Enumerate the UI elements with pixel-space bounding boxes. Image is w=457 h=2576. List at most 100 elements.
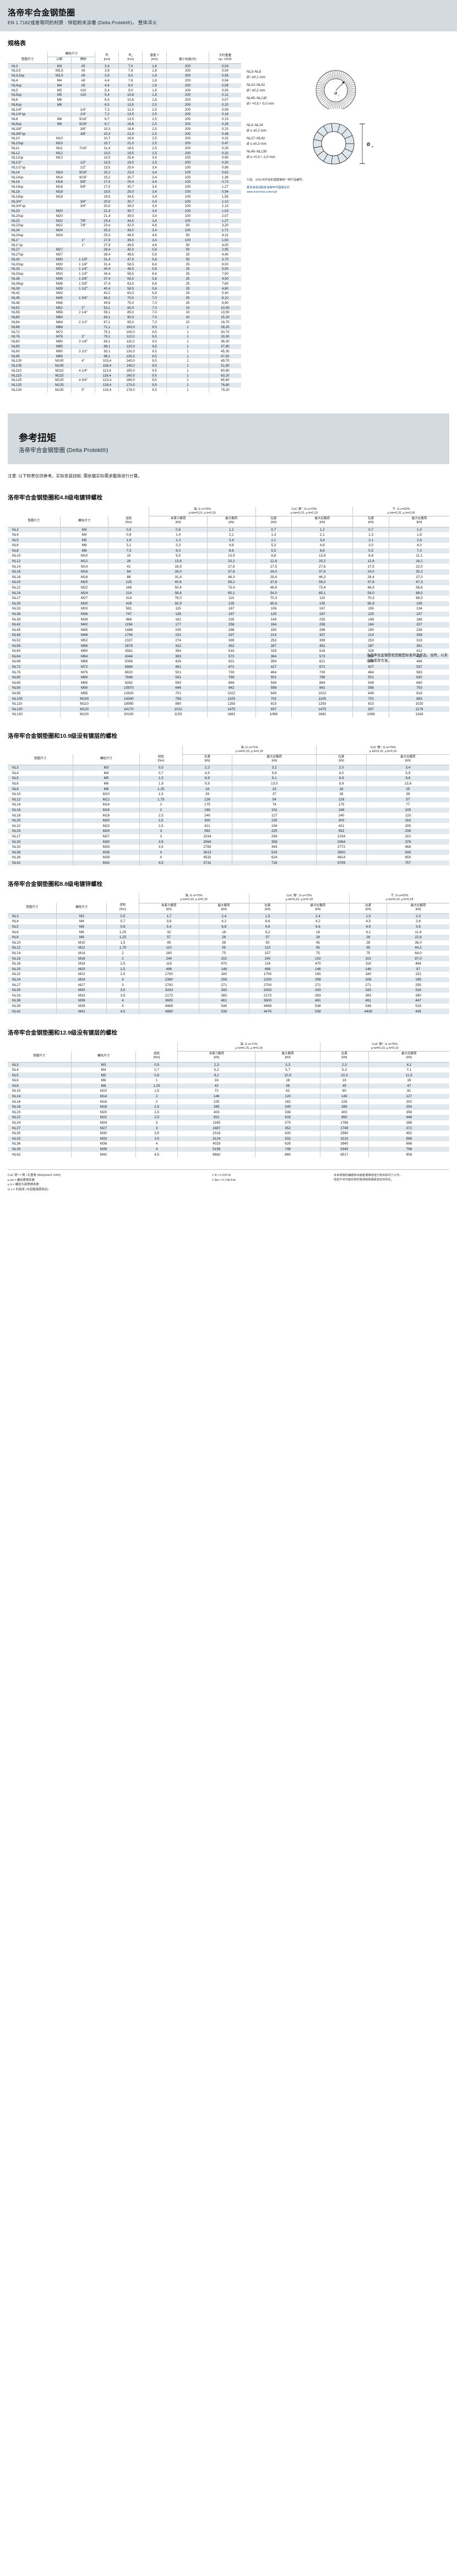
spec-cell: 155,0 (118, 368, 143, 373)
spec-cell: 23,4 (95, 218, 119, 224)
torque-cell: 393 (198, 993, 249, 999)
torque-cell: 758 (149, 696, 208, 701)
torque-table-section: 洛帝牢合金钢垫圈和12.9级没有镀层的螺栓 油, G u=71% μ tot=0,1… (8, 1028, 449, 1157)
torque-cell: 110 (291, 595, 353, 601)
torque-cell: M42 (56, 1009, 107, 1014)
torque-cell: 361 (388, 643, 449, 649)
spec-cell: M68 (47, 324, 72, 330)
torque-cell: 64,0 (387, 950, 449, 956)
spec-cell: 6,6 (142, 281, 167, 286)
torque-cell: 133 (366, 813, 449, 818)
torque-cell: 17,5 (255, 564, 292, 569)
spec-cell (47, 199, 72, 204)
torque-cell: NL120 (12, 707, 23, 711)
torque-cell: 458 (388, 653, 449, 660)
torque-cell: 16,1 (388, 558, 449, 564)
spec-cell: NL64 (12, 320, 20, 325)
torque-cell: 4,5 (182, 770, 232, 776)
torque-cell: 1,5 (349, 913, 387, 919)
spec-cell: NL24sp (12, 233, 24, 237)
spec-cell: 100 (166, 199, 209, 204)
spec-cell: 3" (70, 334, 95, 340)
spec-cell: 200 (166, 83, 209, 88)
torque-cell: NL18 (12, 813, 21, 818)
table-row: NL3/4"sp 3/4" 20,0 39,0 3,4 100 2,15 (8, 204, 241, 209)
spec-cell: 30,7 (118, 175, 143, 180)
table-row: NL22 M22 7/8" 23,4 34,5 3,4 100 1,27 (8, 218, 241, 224)
torque-cell: 1165 (177, 1120, 255, 1126)
spec-cell: 173,0 (118, 383, 143, 388)
torque-cell: 1,25 (139, 786, 183, 792)
torque-table-title: 洛帝牢合金钢垫圈和4.8级电镀锌螺栓 (8, 494, 103, 501)
spec-cell: NL80 (12, 340, 20, 344)
torque-cell: 816 (388, 690, 449, 696)
torque-cell: 41 (108, 564, 149, 569)
spec-cell: NL1/4" (12, 107, 22, 112)
torque-cell: 135 (291, 601, 353, 607)
table-row: NL80 M80 7848 541 789 501 789 501 630 (8, 674, 449, 680)
spec-cell: M130 (47, 388, 72, 393)
spec-cell: 39,0 (118, 204, 143, 209)
spec-cell: 9,0 (118, 83, 143, 88)
spec-cell: 21,4 (95, 213, 119, 219)
table-row: NL24sp M24 25,3 48,5 4,6 50 4,31 (8, 233, 241, 238)
spec-cell: 0,03 (208, 63, 241, 69)
torque-cell: 5069 (108, 659, 149, 665)
torque-cell: 14540 (108, 696, 149, 701)
torque-cell: 180 (286, 972, 350, 977)
torque-cell: M36 (70, 1141, 136, 1147)
torque-cell: 255 (387, 982, 449, 988)
spec-cell: 13,50 (208, 310, 241, 315)
torque-cell: 13,6 (366, 781, 449, 787)
torque-cell: M80 (59, 674, 108, 680)
torque-cell: 9,6 (366, 776, 449, 781)
torque-cell: NL33 (12, 607, 21, 611)
torque-cell: 167 (291, 606, 353, 612)
spec-cell: M76 (47, 334, 72, 340)
table-row: NL18sp M18 19,5 34,5 3,4 100 1,55 (8, 194, 241, 199)
torque-cell: 316 (387, 987, 449, 993)
spec-cell: 200 (166, 112, 209, 117)
torque-cell: M72 (59, 664, 108, 670)
torque-cell: 6,8 (198, 924, 249, 930)
spec-cell: 50 (166, 242, 209, 248)
torque-cell: NL22 (12, 586, 21, 590)
torque-cell: NL60 (12, 649, 21, 653)
spec-section-title: 规格表 (8, 40, 26, 47)
spec-cell: 1/2" (70, 165, 95, 170)
torque-cell: 77 (366, 802, 449, 808)
torque-cell: 6820 (108, 669, 149, 675)
spec-cell: 7,0 (142, 310, 167, 315)
torque-cell: M30 (70, 1130, 136, 1136)
table-row: NL105 M105 108,4 145,0 9,5 1 51,90 (8, 363, 241, 368)
table-row: NL27 M27 314 76,0 110 70,3 110 70,3 88,5 (8, 595, 449, 601)
spec-cell: 28,20 (208, 324, 241, 330)
torque-cell: 0,5 (139, 765, 183, 771)
table-row: NL36sp M36 1 3/8" 37,4 63,0 6,6 25 7,80 (8, 281, 241, 286)
torque-cell: 815 (352, 701, 389, 707)
torque-cell: 566 (368, 1136, 449, 1142)
table-row: NL18 M18 2,5 240 127 240 133 (8, 813, 449, 818)
table-row: NL39 M39 966 161 235 149 235 149 188 (8, 617, 449, 622)
table-row: NL16 M16 2 240 102 240 102 102 87,0 (8, 956, 449, 961)
torque-cell: 3,6 (387, 919, 449, 924)
table-row: NL42 M42 4,5 5731 716 5709 757 (8, 860, 449, 866)
table-row: NL120 M120 4 3/4" 123,4 165,0 9,5 1 65,60 (8, 378, 241, 383)
torque-cell: 966 (108, 617, 149, 622)
spec-cell: 165,0 (118, 378, 143, 383)
torque-cell: 28 (286, 934, 350, 940)
spec-cell: NL18 (12, 189, 20, 194)
torque-cell: 3,4 (206, 537, 256, 543)
torque-cell: 403 (319, 1109, 369, 1115)
table-row: NL3 M3 0,5 2,2 3,2 2,0 3,4 (8, 765, 449, 771)
torque-cell: M24 (73, 829, 140, 834)
spec-cell: NL16 (12, 180, 20, 184)
torque-cell: NL85 (12, 680, 21, 685)
table-row: NL5sp M5 #10 5,4 10,8 1,8 200 0,11 (8, 92, 241, 98)
torque-cell: NL100 (12, 696, 23, 701)
torque-cell: 9282 (108, 680, 149, 686)
spec-cell (70, 233, 95, 238)
torque-cell: M45 (59, 627, 108, 633)
spec-cell: #10 (70, 92, 95, 98)
spec-cell: M125 (47, 383, 72, 388)
